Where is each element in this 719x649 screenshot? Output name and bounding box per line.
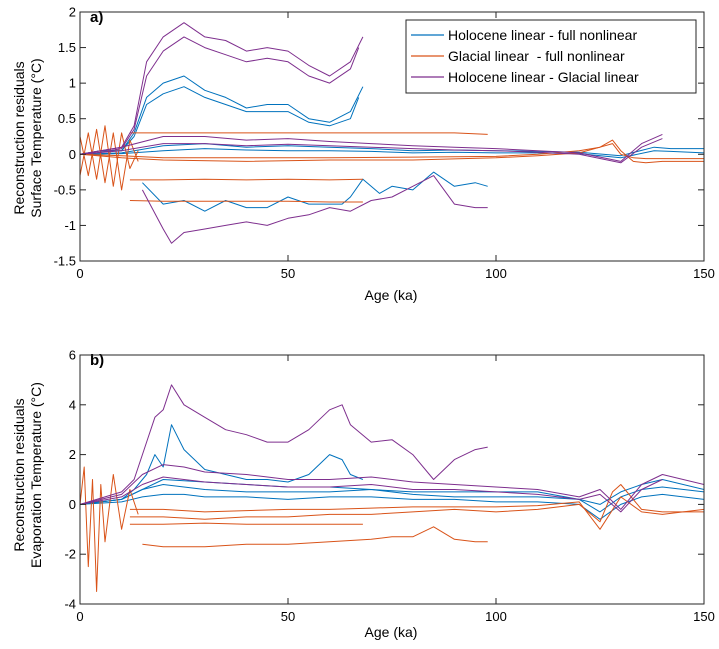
series-line bbox=[142, 526, 488, 548]
series-line bbox=[80, 476, 663, 513]
panel-b-ylabel-line1: Reconstruction residuals bbox=[11, 398, 27, 551]
series-line bbox=[80, 133, 663, 162]
series-line bbox=[80, 36, 360, 155]
series-line bbox=[129, 522, 363, 525]
legend-label-holocene-full: Holocene linear - full nonlinear bbox=[448, 27, 637, 43]
series-line bbox=[129, 484, 704, 523]
axes: 0 50 100 150 -1.5 -1 -0.5 0 0.5 1 1.5 2 bbox=[54, 5, 715, 282]
x-tick-label: 100 bbox=[485, 266, 507, 281]
panel-b: b) Reconstruction residuals Evaporation … bbox=[11, 348, 715, 641]
series-line bbox=[80, 22, 364, 155]
series-line bbox=[80, 143, 704, 157]
series-line bbox=[129, 200, 363, 203]
series-line bbox=[80, 466, 139, 592]
y-tick-label: -1 bbox=[64, 218, 76, 233]
legend: Holocene linear - full nonlinear Glacial… bbox=[405, 19, 697, 94]
series-line bbox=[80, 424, 364, 505]
panel-b-ylabel-line2: Evaporation Temperature (°C) bbox=[28, 382, 44, 568]
panel-a-label: a) bbox=[90, 9, 103, 26]
y-tick-label: 1.5 bbox=[58, 40, 76, 55]
panel-a-xlabel: Age (ka) bbox=[365, 287, 418, 303]
series-line bbox=[129, 496, 704, 530]
legend-label-glacial-full: Glacial linear - full nonlinear bbox=[448, 48, 625, 64]
series-group bbox=[80, 384, 704, 592]
series-line bbox=[80, 384, 488, 505]
axes-box bbox=[79, 11, 705, 262]
y-tick-label: 2 bbox=[69, 5, 76, 20]
series-line bbox=[142, 171, 488, 212]
series-line bbox=[80, 86, 360, 155]
x-tick-label: 50 bbox=[281, 609, 295, 624]
axes-box bbox=[79, 354, 705, 605]
series-line bbox=[80, 464, 704, 510]
y-tick-label: -0.5 bbox=[54, 182, 76, 197]
series-line bbox=[141, 175, 488, 244]
series-line bbox=[129, 132, 488, 135]
y-tick-label: 0.5 bbox=[58, 111, 76, 126]
panel-b-label: b) bbox=[90, 352, 104, 369]
axes: 0 50 100 150 -4 -2 0 2 4 6 bbox=[64, 348, 714, 625]
series-line bbox=[80, 148, 704, 159]
series-line bbox=[80, 138, 663, 164]
panel-a-ylabel-line2: Surface Temperature (°C) bbox=[28, 58, 44, 217]
y-tick-label: 2 bbox=[69, 447, 76, 462]
legend-box bbox=[405, 19, 697, 94]
x-tick-label: 50 bbox=[281, 266, 295, 281]
series-line bbox=[80, 128, 139, 191]
x-tick-label: 0 bbox=[76, 266, 83, 281]
panel-a-ylabel-line1: Reconstruction residuals bbox=[11, 61, 27, 214]
series-line bbox=[129, 178, 363, 181]
x-tick-label: 150 bbox=[693, 609, 715, 624]
y-tick-label: 0 bbox=[69, 497, 76, 512]
panel-b-xlabel: Age (ka) bbox=[365, 624, 418, 640]
y-tick-label: -1.5 bbox=[54, 254, 76, 269]
y-tick-label: 4 bbox=[69, 397, 76, 412]
y-tick-label: 0 bbox=[69, 147, 76, 162]
series-line bbox=[80, 484, 704, 513]
y-tick-label: -2 bbox=[64, 547, 76, 562]
x-tick-label: 150 bbox=[693, 266, 715, 281]
y-tick-label: -4 bbox=[64, 597, 76, 612]
y-tick-label: 6 bbox=[69, 348, 76, 363]
x-tick-label: 0 bbox=[76, 609, 83, 624]
series-line bbox=[80, 493, 704, 520]
x-tick-label: 100 bbox=[485, 609, 507, 624]
y-tick-label: 1 bbox=[69, 76, 76, 91]
panel-a: a) Reconstruction residuals Surface Temp… bbox=[11, 5, 715, 304]
series-line bbox=[80, 75, 364, 155]
series-group bbox=[80, 22, 704, 244]
series-line bbox=[80, 125, 139, 187]
series-line bbox=[80, 139, 704, 164]
legend-label-holocene-glacial: Holocene linear - Glacial linear bbox=[448, 69, 639, 85]
